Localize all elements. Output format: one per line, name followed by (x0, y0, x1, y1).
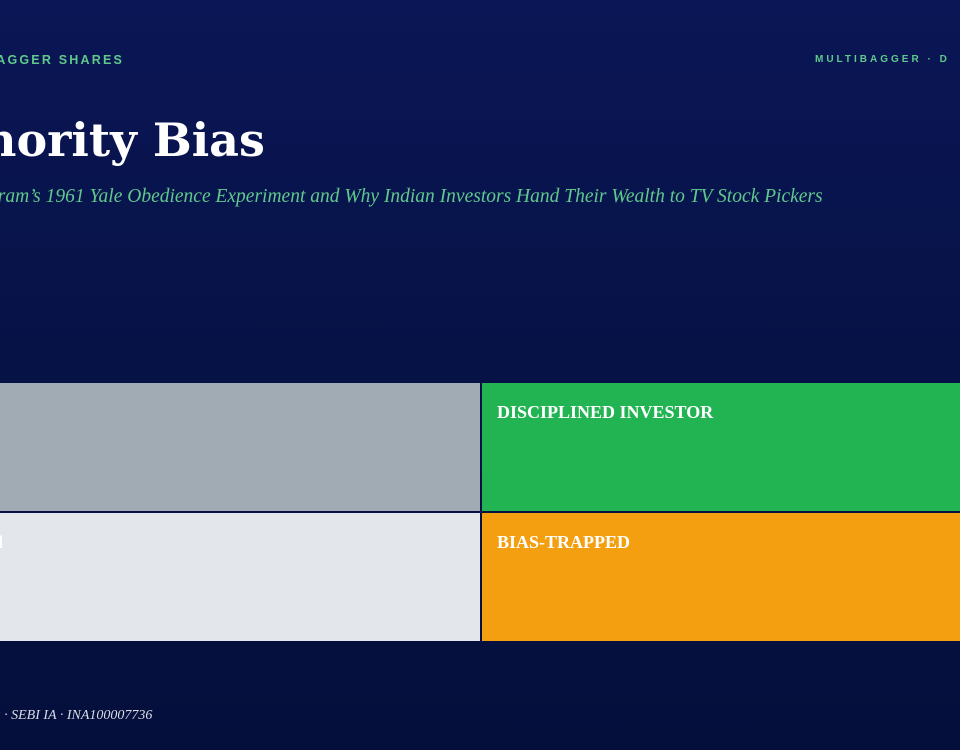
matrix-quadrant-bottom-left: ed (0, 513, 480, 641)
brand-label-left: BAGGER SHARES (0, 53, 125, 67)
quadrant-label: DISCIPLINED INVESTOR (497, 402, 714, 422)
matrix-quadrant-bias-trapped: BIAS-TRAPPED (482, 513, 960, 641)
slide-subtitle: gram’s 1961 Yale Obedience Experiment an… (0, 186, 823, 207)
quadrant-label: BIAS-TRAPPED (497, 532, 631, 552)
brand-label-right: MULTIBAGGER · D (815, 54, 950, 65)
matrix-quadrant-top-left (0, 383, 480, 511)
slide-title: hority Bias (0, 113, 265, 167)
footer-disclaimer: res · SEBI IA · INA100007736 (0, 708, 153, 723)
matrix-quadrant-disciplined-investor: DISCIPLINED INVESTOR (482, 383, 960, 511)
quadrant-label: ed (0, 532, 3, 553)
